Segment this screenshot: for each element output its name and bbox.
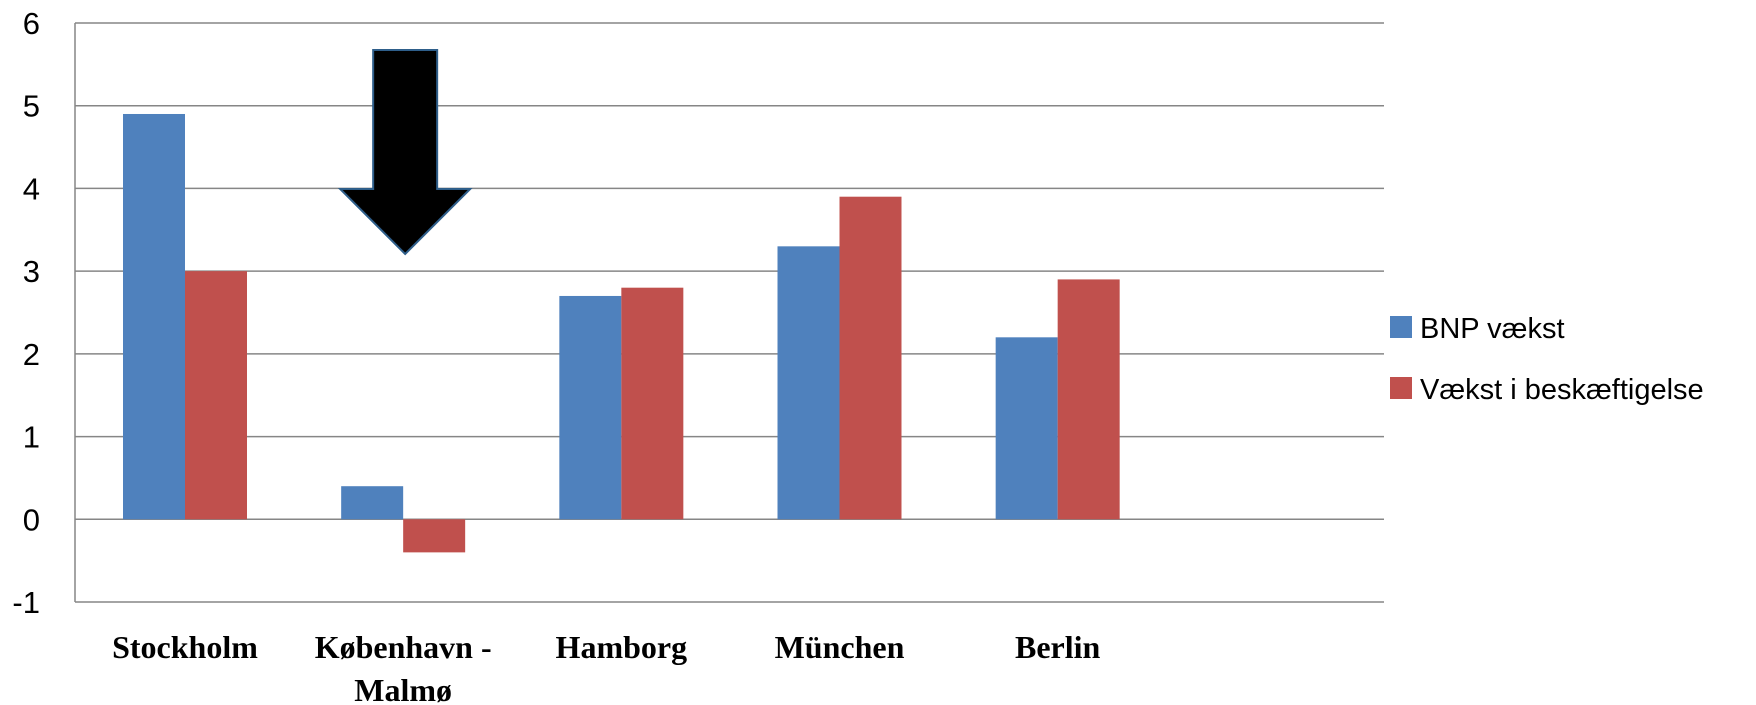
y-tick-label: 0	[23, 502, 40, 537]
bar	[995, 337, 1058, 520]
y-tick-label: 6	[23, 6, 40, 41]
x-tick-label: Hamborg	[556, 629, 688, 665]
x-tick-label: Berlin	[1015, 629, 1101, 665]
y-tick-label: -1	[12, 585, 40, 620]
legend-label: BNP vækst	[1420, 313, 1565, 345]
bar	[621, 287, 684, 520]
x-tick-label: København -	[315, 629, 492, 665]
bar	[777, 246, 840, 520]
bar	[341, 486, 404, 520]
annotation	[337, 49, 473, 256]
y-tick-label: 1	[23, 420, 40, 455]
x-tick-label: Stockholm	[112, 629, 258, 665]
x-tick-label: München	[775, 629, 905, 665]
y-tick-label: 4	[23, 171, 40, 206]
legend: BNP vækst Vækst i beskæftigelse	[1390, 313, 1704, 406]
y-axis: -1 0 1 2 3 4 5 6	[12, 6, 76, 620]
gridlines	[75, 22, 1384, 603]
bar	[559, 295, 622, 520]
legend-swatch	[1390, 377, 1412, 399]
down-arrow-icon	[337, 49, 473, 256]
bar	[403, 519, 466, 553]
y-tick-label: 3	[23, 254, 40, 289]
legend-label: Vækst i beskæftigelse	[1420, 374, 1704, 406]
x-axis-labels: Stockholm København - Malmø Hamborg München B…	[112, 629, 1100, 705]
bar	[185, 271, 247, 520]
y-tick-label: 5	[23, 89, 40, 124]
bar	[839, 196, 902, 520]
bar	[1057, 279, 1120, 520]
bar	[123, 113, 185, 520]
legend-swatch	[1390, 316, 1412, 338]
x-tick-label: Malmø	[354, 672, 452, 705]
y-tick-label: 2	[23, 337, 40, 372]
bars	[123, 113, 1120, 553]
